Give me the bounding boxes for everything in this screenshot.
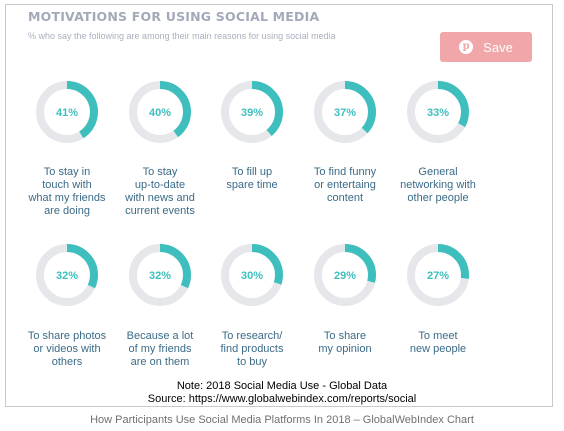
donut-label-line: To stay in: [43, 166, 91, 178]
donut-label-line: others: [51, 356, 83, 368]
donut-category-label: To stay in touch with what my friends are d…: [17, 166, 117, 218]
donut-chart: 30%: [221, 244, 283, 306]
donut-label-line: To find funny: [313, 166, 377, 178]
donut-category-label: To research/find products to buy: [202, 330, 302, 369]
donut-label-line: To share: [323, 330, 367, 342]
save-button-label: Save: [483, 39, 513, 55]
donut-label-line: To stay: [142, 166, 178, 178]
donut-value-arc: [129, 244, 191, 306]
donut-category-label: To share photos or videos with others: [17, 330, 117, 369]
donut-chart: 39%: [221, 81, 283, 143]
donut-value-arc: [36, 81, 98, 143]
donut-label-line: to buy: [237, 356, 267, 368]
donut-label-line: find products: [220, 343, 284, 355]
donut-label-line: what my friends: [28, 192, 106, 204]
donut-label-line: touch with: [42, 179, 92, 191]
donut-value-arc: [221, 81, 283, 143]
chart-title: MOTIVATIONS FOR USING SOCIAL MEDIA: [28, 9, 320, 24]
donut-label-line: or entertaing: [314, 179, 376, 191]
donut-value-label: 37%: [334, 107, 356, 119]
donut-value-arc: [129, 81, 191, 143]
donut-value-arc: [407, 81, 469, 143]
note-line: Note: 2018 Social Media Use - Global Dat…: [176, 380, 388, 392]
donut-label-line: new people: [409, 343, 467, 355]
donut-chart: 32%: [129, 244, 191, 306]
donut-label-line: To fill up: [231, 166, 273, 178]
infographic-frame: [5, 4, 553, 407]
donut-value-arc: [407, 244, 469, 306]
donut-value-label: 27%: [427, 270, 449, 282]
source-line: Source: https://www.globalwebindex.com/r…: [147, 393, 417, 405]
donut-value-arc: [221, 244, 283, 306]
donut-label-line: networking with: [400, 179, 476, 191]
donut-chart: 27%: [407, 244, 469, 306]
donut-label-line: current events: [125, 205, 195, 217]
donut-label-line: are doing: [44, 205, 90, 217]
donut-category-label: To find funny or entertaing content: [295, 166, 395, 205]
donut-value-label: 32%: [56, 270, 78, 282]
donut-category-label: To meet new people: [388, 330, 488, 356]
donut-value-label: 33%: [427, 107, 449, 119]
donut-value-arc: [314, 244, 376, 306]
donut-chart: 32%: [36, 244, 98, 306]
donut-label-line: spare time: [226, 179, 278, 191]
donut-label-line: To research/: [221, 330, 283, 342]
donut-label-line: To meet: [418, 330, 458, 342]
donut-chart: 41%: [36, 81, 98, 143]
donut-label-line: are on them: [130, 356, 190, 368]
donut-label-line: To share photos: [27, 330, 107, 342]
pinterest-icon: p: [459, 40, 474, 54]
donut-label-line: up-to-date: [134, 179, 186, 191]
donut-label-line: or videos with: [33, 343, 101, 355]
donut-chart: 37%: [314, 81, 376, 143]
chart-subtitle: % who say the following are among their …: [28, 31, 336, 41]
donut-category-label: To stay up-to-date with news and current ev…: [110, 166, 210, 218]
donut-value-label: 30%: [241, 270, 263, 282]
donut-chart: 40%: [129, 81, 191, 143]
donut-value-arc: [36, 244, 98, 306]
donut-value-arc: [314, 81, 376, 143]
donut-chart: 33%: [407, 81, 469, 143]
donut-value-label: 41%: [56, 107, 78, 119]
donut-category-label: To fill up spare time: [202, 166, 302, 192]
donut-label-line: General: [418, 166, 458, 178]
donut-value-label: 32%: [149, 270, 171, 282]
donut-category-label: General networking with other people: [388, 166, 488, 205]
donut-label-line: content: [326, 192, 364, 204]
donut-category-label: Because a lot of my friends are on them: [110, 330, 210, 369]
donut-value-label: 39%: [241, 107, 263, 119]
save-button[interactable]: p Save: [440, 32, 532, 62]
donut-label-line: of my friends: [128, 343, 192, 355]
donut-chart: 29%: [314, 244, 376, 306]
donut-label-line: other people: [407, 192, 469, 204]
donut-value-label: 40%: [149, 107, 171, 119]
donut-value-label: 29%: [334, 270, 356, 282]
donut-label-line: Because a lot: [126, 330, 194, 342]
donut-label-line: my opinion: [318, 343, 372, 355]
donut-label-line: with news and: [125, 192, 195, 204]
donut-category-label: To share my opinion: [295, 330, 395, 356]
image-caption: How Participants Use Social Media Platfo…: [90, 414, 474, 426]
